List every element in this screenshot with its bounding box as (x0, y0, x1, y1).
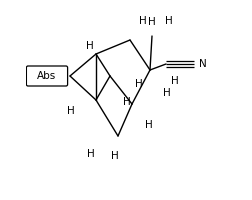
Text: Abs: Abs (37, 71, 57, 81)
Text: H: H (139, 16, 147, 26)
FancyBboxPatch shape (26, 66, 68, 86)
Text: H: H (67, 106, 75, 116)
Text: H: H (86, 41, 94, 51)
Text: H: H (123, 97, 131, 107)
Text: H: H (111, 151, 119, 161)
Text: H: H (165, 16, 173, 26)
Text: H: H (171, 76, 179, 86)
Text: H: H (87, 149, 95, 159)
Text: H: H (145, 120, 153, 130)
Text: N: N (199, 59, 207, 69)
Text: H: H (163, 88, 171, 98)
Text: H: H (148, 17, 156, 27)
Text: H: H (135, 79, 143, 89)
